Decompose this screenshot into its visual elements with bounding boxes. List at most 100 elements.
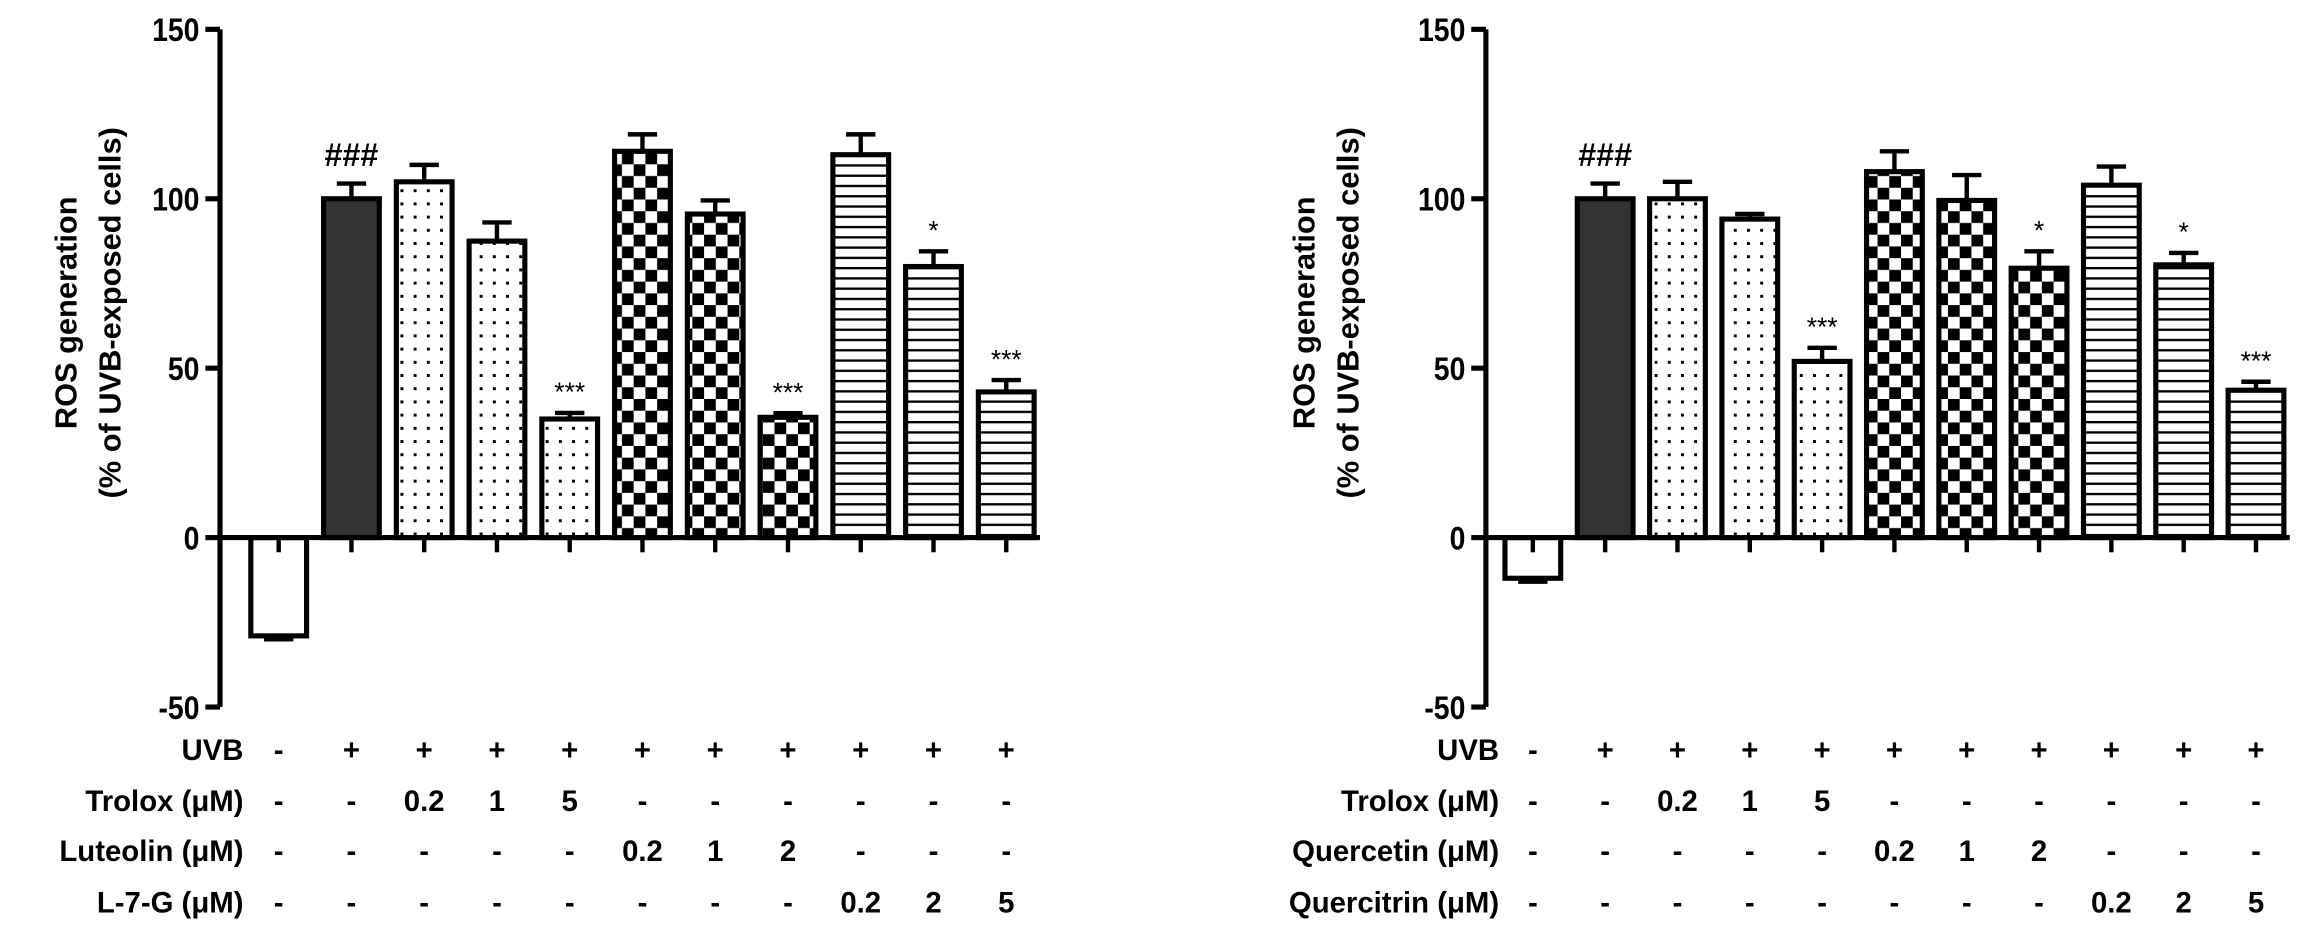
bar-5 [1791,358,1853,541]
treatment-row-label: Trolox (μM) [1341,785,1499,818]
y-tick-label: 50 [168,351,200,387]
treatment-cell: 0.2 [1874,835,1915,868]
treatment-cell: - [1528,734,1538,767]
treatment-cell: - [1600,835,1610,868]
significance-label: *** [2241,346,2272,376]
treatment-cell: 2 [2031,835,2047,868]
treatment-row-label: L-7-G (μM) [97,886,244,919]
treatment-cell: - [783,785,793,818]
treatment-cell: - [856,785,866,818]
y-tick-label: 150 [152,12,199,48]
treatment-cell: - [419,886,429,919]
treatment-cell: - [2106,785,2116,818]
significance-label: *** [554,377,585,407]
y-axis-label: (% of UVB-exposed cells) [1330,127,1365,498]
treatment-cell: - [710,785,720,818]
treatment-cell: + [561,734,578,767]
treatment-cell: + [1669,734,1686,767]
treatment-cell: - [565,886,575,919]
treatment-cell: + [634,734,651,767]
treatment-cell: - [492,835,502,868]
bar-7 [684,211,746,541]
treatment-cell: - [2179,835,2189,868]
bar-1 [248,535,310,639]
treatment-cell: - [783,886,793,919]
treatment-cell: - [347,785,357,818]
y-axis-label: ROS generation [1286,196,1321,429]
treatment-cell: - [1001,835,1011,868]
treatment-cell: + [1886,734,1903,767]
treatment-cell: 0.2 [404,785,445,818]
treatment-cell: - [929,835,939,868]
bar-7 [1936,197,1998,541]
treatment-cell: 2 [780,835,796,868]
treatment-cell: - [347,886,357,919]
treatment-cell: - [274,734,284,767]
treatment-cell: 1 [489,785,505,818]
treatment-cell: - [2251,785,2261,818]
significance-label: * [2034,216,2044,246]
treatment-row-label: Trolox (μM) [85,785,243,818]
treatment-cell: - [1528,785,1538,818]
y-tick-label: 50 [1434,351,1466,387]
treatment-cell: - [710,886,720,919]
bar-3 [1647,196,1708,541]
treatment-row-label: UVB [182,734,244,767]
bar-10 [2153,262,2215,541]
treatment-cell: - [929,785,939,818]
treatment-cell: - [2034,785,2044,818]
treatment-cell: - [1528,886,1538,919]
treatment-cell: - [2251,835,2261,868]
treatment-cell: - [1745,886,1755,919]
treatment-cell: - [1600,785,1610,818]
y-tick-label: 100 [1418,182,1465,218]
y-tick-label: 0 [184,521,200,557]
treatment-cell: - [2034,886,2044,919]
treatment-cell: - [1673,835,1683,868]
treatment-cell: 1 [1742,785,1758,818]
treatment-cell: - [1673,886,1683,919]
y-tick-label: 150 [1418,12,1465,48]
treatment-cell: + [2175,734,2192,767]
y-axis-label: ROS generation [48,196,83,429]
treatment-cell: 2 [2176,886,2192,919]
bar-11 [2225,387,2287,541]
bar-6 [612,148,673,541]
treatment-cell: - [1962,886,1972,919]
treatment-cell: - [638,886,648,919]
treatment-cell: 5 [562,785,578,818]
treatment-cell: + [2030,734,2047,767]
treatment-cell: + [925,734,942,767]
treatment-cell: - [419,835,429,868]
treatment-cell: + [707,734,724,767]
bar-2 [1574,196,1636,541]
treatment-cell: + [1958,734,1975,767]
treatment-cell: - [856,835,866,868]
significance-label: ### [1578,137,1632,173]
treatment-cell: 0.2 [1657,785,1698,818]
treatment-cell: 1 [707,835,723,868]
bar-8 [2008,265,2070,541]
treatment-cell: - [274,835,284,868]
treatment-cell: - [1745,835,1755,868]
treatment-cell: - [1890,785,1900,818]
treatment-cell: - [2179,785,2189,818]
significance-label: * [2179,217,2189,247]
y-tick-label: -50 [158,690,199,726]
treatment-cell: + [1814,734,1831,767]
treatment-row-label: UVB [1437,734,1499,767]
treatment-cell: - [2106,835,2116,868]
treatment-cell: + [1597,734,1614,767]
treatment-cell: 1 [1959,835,1975,868]
treatment-cell: - [1600,886,1610,919]
bar-6 [1863,169,1925,541]
treatment-cell: 0.2 [840,886,881,919]
treatment-cell: 5 [2248,886,2264,919]
bar-9 [830,152,892,541]
treatment-cell: 2 [925,886,941,919]
treatment-cell: - [565,835,575,868]
treatment-cell: 0.2 [2091,886,2132,919]
treatment-cell: - [1001,785,1011,818]
bar-8 [757,414,819,541]
